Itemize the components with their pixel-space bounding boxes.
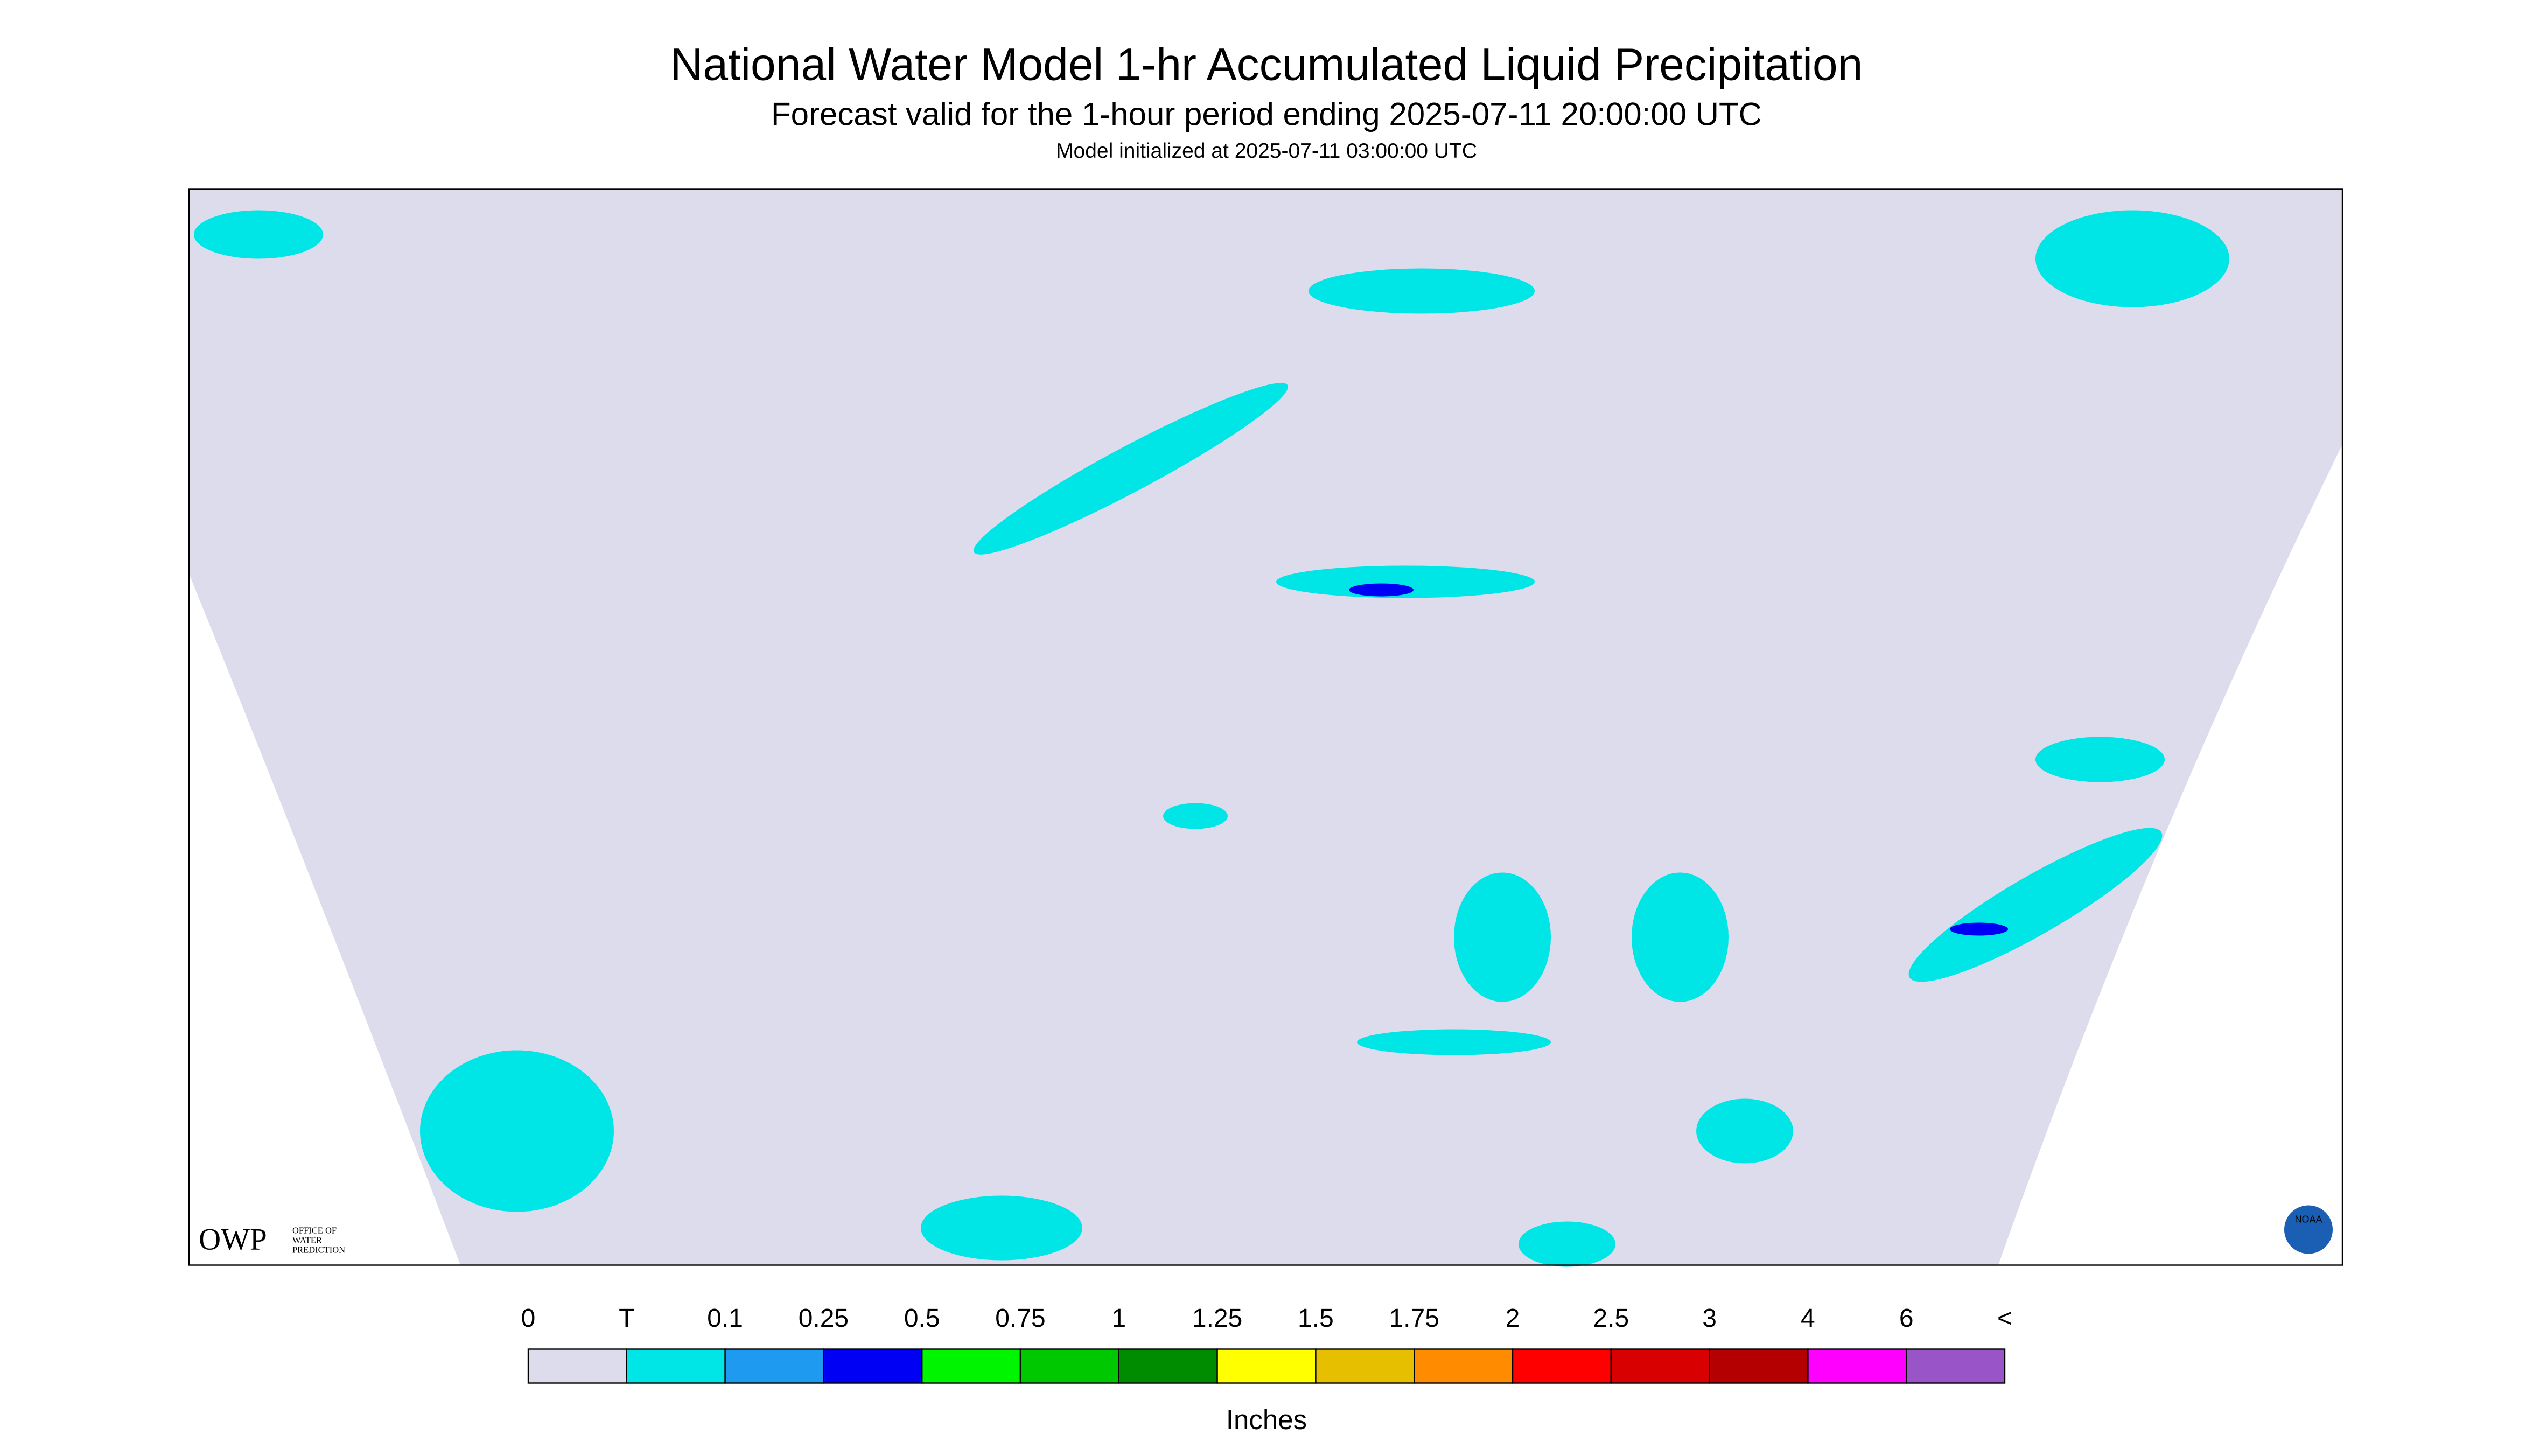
title: National Water Model 1-hr Accumulated Li… [670,39,1863,90]
legend-swatch [1512,1348,1612,1384]
owp-line: PREDICTION [292,1244,345,1255]
precip-heavy [1349,583,2008,936]
legend-label: 1.5 [1298,1304,1334,1333]
legend-label: 6 [1899,1304,1914,1333]
owp-line: OFFICE OF [292,1225,337,1235]
legend-swatch [1118,1348,1218,1384]
legend-swatch [1807,1348,1907,1384]
legend-swatch [1315,1348,1415,1384]
subtitle: Forecast valid for the 1-hour period end… [771,96,1762,132]
legend-swatch [1709,1348,1809,1384]
legend-swatch [1216,1348,1317,1384]
noaa-logo [2284,1205,2333,1254]
legend-label: 0.5 [904,1304,940,1333]
model-domain [189,189,2342,1265]
init-note: Model initialized at 2025-07-11 03:00:00… [1056,139,1477,163]
legend-label: 0 [521,1304,536,1333]
owp-line: WATER [292,1235,322,1245]
legend-swatch [921,1348,1021,1384]
legend-swatch [527,1348,628,1384]
legend-label: 1.75 [1389,1304,1439,1333]
owp-logo: OWP [199,1223,267,1257]
legend-label: 0.25 [799,1304,849,1333]
legend-swatch [1019,1348,1120,1384]
legend-label: 4 [1801,1304,1815,1333]
legend-label: 2 [1506,1304,1520,1333]
legend-swatch [1905,1348,2006,1384]
legend-units: Inches [1226,1404,1307,1435]
legend-swatch [823,1348,923,1384]
noaa-text: NOAA [2294,1214,2322,1224]
legend-swatch [724,1348,824,1384]
precip-areas [194,210,2229,1267]
legend-label: 2.5 [1593,1304,1629,1333]
map-frame [188,188,2343,1266]
legend-label: 1.25 [1192,1304,1242,1333]
legend: 0 T 0.1 0.25 0.5 0.75 1 1.25 1.5 1.75 2 2.5 3 4 6 < [521,1304,2012,1384]
legend-label: 3 [1702,1304,1717,1333]
legend-swatch [626,1348,726,1384]
legend-swatch [1414,1348,1514,1384]
legend-label: 1 [1111,1304,1126,1333]
legend-label: < [1997,1304,2012,1333]
legend-label: 0.75 [995,1304,1045,1333]
legend-label: 0.1 [707,1304,743,1333]
map: OWP OFFICE OF WATER PREDICTION NOAA [188,188,2343,1267]
legend-swatch [1610,1348,1710,1384]
legend-label: T [619,1304,634,1333]
